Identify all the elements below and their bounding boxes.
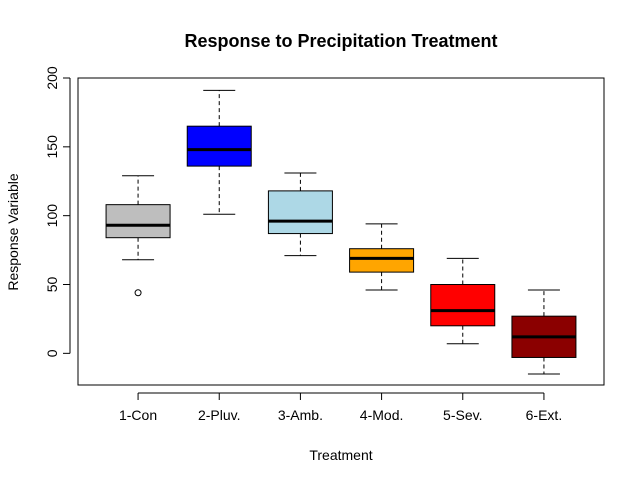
box-1-Con: [105, 204, 171, 239]
y-tick-label: 100: [44, 204, 60, 228]
y-tick-label: 200: [44, 66, 60, 90]
x-tick-label: 4-Mod.: [360, 407, 404, 423]
y-tick-label: 50: [44, 277, 60, 293]
x-tick-label: 6-Ext.: [526, 407, 563, 423]
y-tick-label: 150: [44, 135, 60, 159]
box-2-Pluv.: [186, 125, 252, 167]
box-5-Sev.: [430, 284, 496, 327]
plot-marks: 0 50 100 150 200 1-Con 2-Pluv. 3-Amb. 4-Mod. 5-Se…: [44, 66, 577, 423]
box-4-Mod.: [349, 248, 415, 273]
x-axis-label: Treatment: [309, 447, 372, 463]
x-tick-label: 2-Pluv.: [198, 407, 241, 423]
plot-frame: [77, 77, 605, 386]
x-tick-label: 3-Amb.: [278, 407, 323, 423]
y-axis-label: Response Variable: [5, 173, 21, 290]
x-tick-label: 1-Con: [119, 407, 157, 423]
y-tick-label: 0: [44, 349, 60, 357]
box-3-Amb.: [267, 190, 333, 235]
chart-title: Response to Precipitation Treatment: [184, 31, 497, 51]
outlier-point: [134, 289, 142, 297]
x-tick-label: 5-Sev.: [443, 407, 482, 423]
